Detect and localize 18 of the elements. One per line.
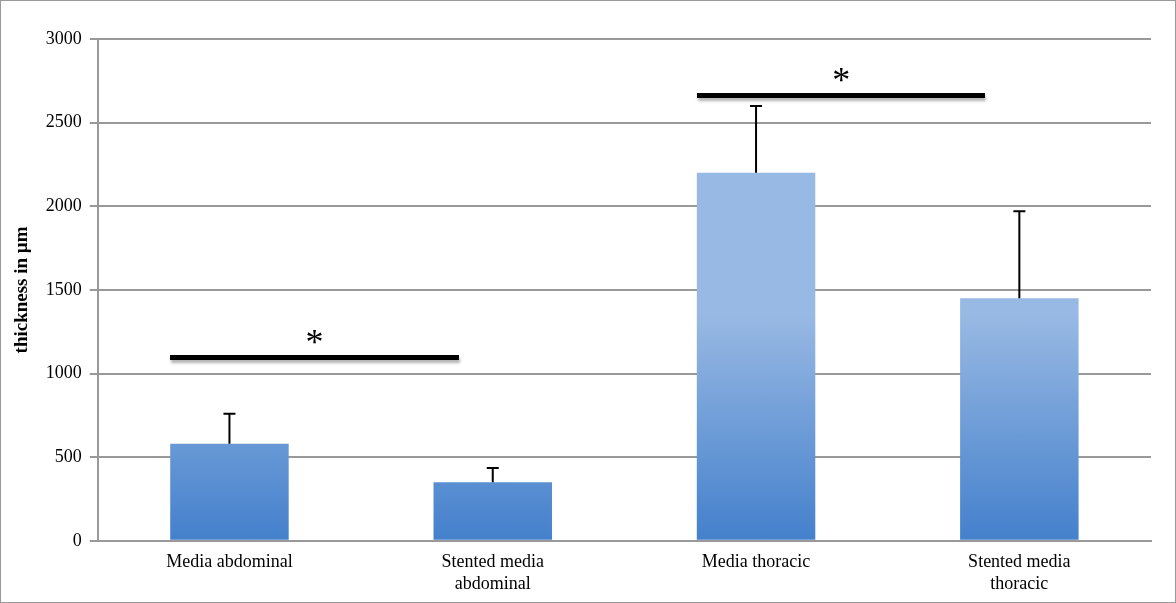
y-tick-label: 2000 (45, 195, 82, 215)
y-axis-title: thickness in µm (10, 226, 32, 354)
x-tick-label: Stented media abdominal (441, 551, 544, 593)
y-tick-label: 2500 (45, 111, 82, 132)
annotation: * (832, 59, 851, 100)
bar (170, 443, 289, 540)
annotation: * (305, 321, 324, 362)
bar (696, 172, 816, 540)
x-tick-label: Media abdominal (166, 551, 293, 572)
bar (960, 298, 1079, 540)
y-tick-label: 0 (72, 529, 82, 550)
y-tick-label: 500 (54, 445, 82, 466)
bar (433, 482, 552, 540)
x-tick-label: Media thoracic (701, 551, 811, 572)
x-tick-label: Stented media thoracic (968, 551, 1071, 593)
y-tick-label: 3000 (45, 27, 82, 48)
y-tick-label: 1000 (45, 362, 82, 383)
y-tick-label: 1500 (45, 278, 82, 299)
